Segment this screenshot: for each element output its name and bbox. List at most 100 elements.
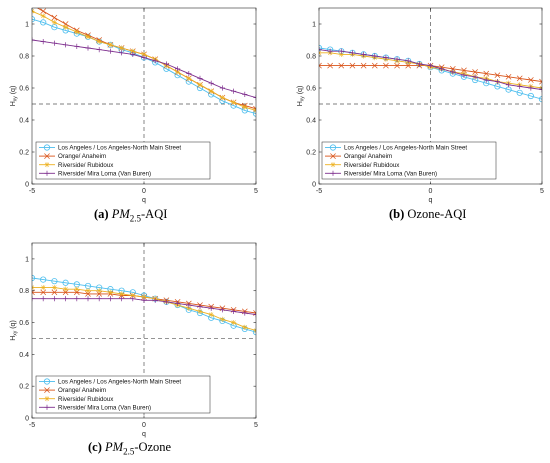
data-point-s2 [360,62,367,69]
data-point-s4 [40,39,46,45]
caption-c-letter: (c) [88,440,102,454]
legend-marker [44,170,50,176]
data-point-s4 [208,80,214,86]
data-point-s4 [242,91,248,97]
legend-marker [330,162,336,168]
caption-c-sub: 2.5 [123,446,135,457]
legend: Los Angeles / Los Angeles-North Main Str… [35,375,211,414]
data-point-s2 [494,72,501,79]
legend-marker [44,387,50,393]
data-point-s4 [141,55,147,61]
data-point-s3 [242,324,248,330]
legend-item-3: Riverside/ Rubidoux [325,162,400,169]
data-point-s4 [152,297,158,303]
x-axis-label: q [142,431,146,438]
data-point-s2 [327,62,333,69]
y-tick-label: 1 [312,21,316,28]
data-point-s2 [383,62,389,69]
data-point-s4 [528,85,534,91]
caption-c-rest: -Ozone [134,440,172,454]
data-point-s4 [197,75,203,81]
data-point-s1 [252,328,256,336]
data-point-s3 [219,95,225,101]
y-tick-label: 1 [25,21,29,28]
y-tick-label: 0.8 [19,53,29,60]
y-axis-label: Hxy (q) [297,86,306,107]
data-point-s3 [51,284,57,291]
series-group [32,274,256,336]
data-point-s4 [253,95,256,101]
legend: Los Angeles / Los Angeles-North Main Str… [35,141,211,180]
data-point-s4 [152,58,158,64]
data-point-s3 [231,319,237,326]
data-point-s1 [40,276,47,283]
data-point-s3 [231,99,237,105]
legend-item-1: Los Angeles / Los Angeles-North Main Str… [325,144,467,152]
x-tick-label: 0 [142,422,146,429]
y-tick-label: 0.4 [19,352,29,359]
data-point-s4 [32,37,35,43]
data-point-s4 [107,296,113,302]
data-point-s3 [141,294,147,300]
legend-label: Riverside/ Mira Loma (Van Buren) [58,404,151,411]
y-tick-label: 0.2 [19,149,29,156]
caption-c: (c) PM2.5-Ozone [88,440,171,457]
y-tick-label: 0.6 [19,320,29,327]
data-point-s3 [107,42,113,48]
legend-item-2: Orange/ Anaheim [39,153,106,160]
data-point-s4 [450,69,456,75]
legend-item-4: Riverside/ Mira Loma (Van Buren) [39,404,151,411]
data-point-s2 [394,62,400,69]
data-point-s3 [186,75,192,81]
x-tick-label: 0 [142,188,146,195]
data-point-s4 [130,51,136,57]
data-point-s4 [383,55,389,61]
data-point-s3 [107,289,113,295]
y-tick-label: 0.6 [19,85,29,92]
data-point-s4 [51,296,57,302]
y-axis-label: Hxy (q) [10,320,19,341]
data-point-s4 [253,311,256,318]
data-point-s4 [163,61,169,67]
data-point-s4 [416,61,422,67]
legend-marker [44,153,50,159]
legend-label: Los Angeles / Los Angeles-North Main Str… [58,379,181,386]
legend-marker [330,153,336,159]
data-point-s2 [40,289,47,296]
data-point-s2 [528,77,534,83]
legend-item-3: Riverside/ Rubidoux [39,162,114,169]
data-point-s4 [461,72,467,78]
data-point-s4 [85,45,91,51]
data-point-s2 [51,289,58,296]
legend-marker [43,378,51,385]
caption-a-sub: 2.5 [129,213,142,224]
data-point-s4 [119,296,125,302]
x-tick-label: 5 [540,188,544,195]
data-point-s3 [175,69,181,75]
data-point-s4 [32,296,35,302]
data-point-s4 [130,296,136,302]
legend-label: Orange/ Anaheim [58,153,106,160]
data-point-s4 [107,48,113,54]
data-point-s2 [472,69,478,75]
legend-marker [43,144,51,151]
legend-marker [44,396,50,402]
data-point-s3 [85,288,91,294]
y-tick-label: 0.2 [19,384,29,391]
series-group [29,2,256,117]
x-axis-label: q [429,197,433,204]
data-point-s3 [186,305,192,311]
caption-b-text: Ozone-AQI [407,207,467,221]
series-group [319,44,542,103]
data-point-s3 [141,51,147,57]
data-point-s3 [338,51,344,57]
y-tick-label: 0.2 [306,149,316,156]
data-point-s4 [96,296,102,302]
data-point-s3 [51,19,57,25]
data-point-s4 [74,43,80,49]
legend-label: Orange/ Anaheim [58,387,106,394]
data-point-s4 [175,300,181,307]
data-point-s2 [29,2,34,7]
